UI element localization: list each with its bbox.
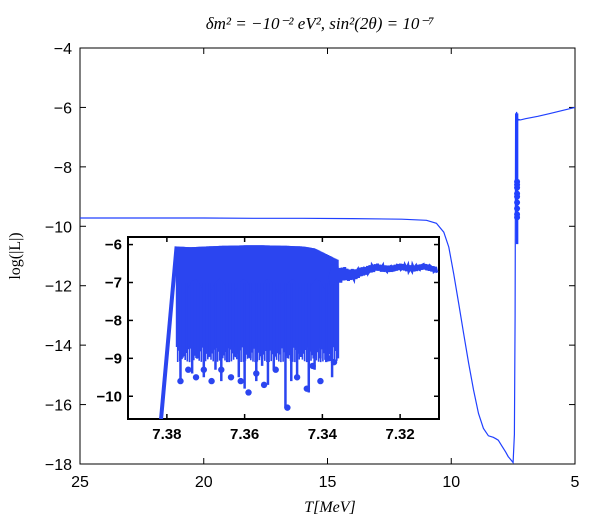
- x-tick-label: 25: [71, 474, 89, 491]
- inset-dot: [317, 377, 324, 385]
- inset-dot: [245, 389, 252, 396]
- inset-y-tick-label: −7: [105, 275, 122, 292]
- y-tick-label: −14: [45, 338, 72, 355]
- inset-rise: [159, 246, 179, 419]
- inset-dot: [177, 377, 184, 385]
- inset-y-tick-label: −8: [105, 312, 122, 329]
- main-tick-labels: 25 20 15 10 5 −4 −6 −8 −10 −12 −14 −16 −18: [45, 41, 580, 491]
- y-tick-label: −18: [45, 457, 72, 474]
- y-tick-label: −6: [54, 100, 72, 117]
- x-tick-label: 5: [571, 474, 580, 491]
- inset-tail: [328, 260, 439, 286]
- inset-x-tick-label: 7.32: [386, 426, 415, 443]
- inset-plot: 7.38 7.36 7.34 7.32 −6 −7 −8 −9 −10: [97, 236, 440, 443]
- inset-dot: [208, 377, 215, 385]
- y-tick-label: −16: [45, 398, 72, 415]
- y-tick-label: −4: [54, 41, 72, 58]
- inset-dot: [309, 362, 316, 370]
- inset-dot: [293, 374, 301, 381]
- inset-dot: [237, 377, 244, 385]
- inset-dot: [303, 385, 311, 392]
- inset-x-tick-label: 7.34: [308, 426, 338, 443]
- main-series-markers: [514, 113, 521, 245]
- inset-dot: [330, 358, 338, 366]
- x-tick-label: 15: [319, 474, 337, 491]
- inset-dot: [227, 374, 235, 381]
- y-tick-label: −12: [45, 279, 72, 296]
- inset-dot: [200, 366, 208, 373]
- inset-dot: [284, 404, 291, 411]
- inset-dot: [192, 374, 200, 381]
- inset-y-tick-label: −6: [105, 237, 122, 254]
- y-tick-label: −10: [45, 219, 72, 236]
- inset-series: [159, 245, 439, 419]
- inset-dot: [218, 366, 225, 373]
- inset-dot: [253, 370, 260, 377]
- inset-y-tick-label: −10: [97, 388, 122, 405]
- inset-top-band: [176, 245, 333, 294]
- inset-dot: [185, 366, 192, 373]
- inset-tick-labels: 7.38 7.36 7.34 7.32 −6 −7 −8 −9 −10: [97, 237, 415, 443]
- x-tick-label: 20: [195, 474, 213, 491]
- inset-dot: [272, 366, 279, 373]
- inset-dot: [260, 381, 268, 389]
- inset-axis-ticks: [128, 237, 439, 419]
- chart-title: δm² = −10⁻² eV², sin²(2θ) = 10⁻⁷: [206, 14, 435, 33]
- inset-clipped-series: [159, 245, 439, 419]
- y-tick-label: −8: [54, 160, 72, 177]
- inset-dot: [325, 355, 332, 362]
- x-tick-label: 10: [442, 474, 460, 491]
- inset-y-tick-label: −9: [105, 350, 122, 367]
- inset-x-tick-label: 7.36: [230, 426, 259, 443]
- y-axis-label: log(|L|): [7, 232, 24, 279]
- inset-x-tick-label: 7.38: [152, 426, 181, 443]
- x-axis-label: T[MeV]: [304, 499, 356, 516]
